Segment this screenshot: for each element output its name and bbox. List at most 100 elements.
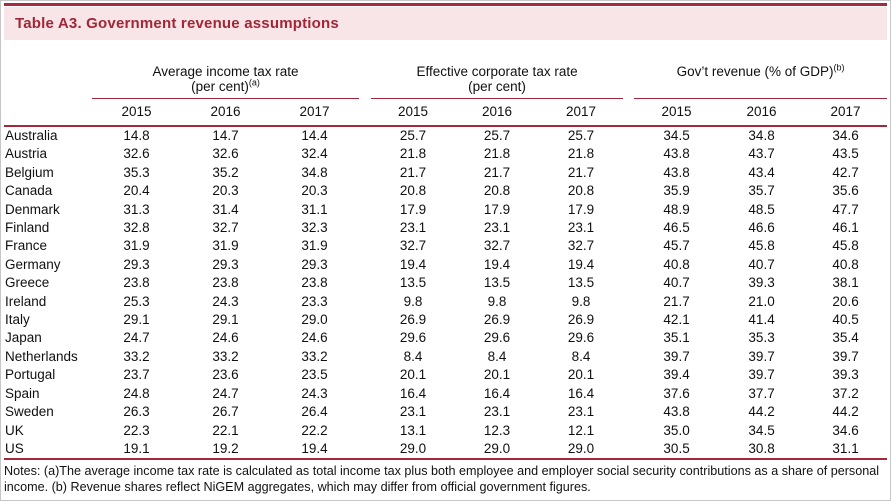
table-row: Spain 24.8 24.7 24.3 16.4 16.4 16.4 37.6 37.7 37.… xyxy=(4,385,887,403)
table-row: Ireland 25.3 24.3 23.3 9.8 9.8 9.8 21.7 21.0 20.6 xyxy=(4,293,887,311)
value-cell: 31.4 xyxy=(212,201,239,217)
table-row: Greece 23.8 23.8 23.8 13.5 13.5 13.5 40.7 39.3 38… xyxy=(4,274,887,292)
value-cell: 24.7 xyxy=(212,385,239,401)
value-cell: 43.8 xyxy=(663,404,690,420)
column-gap xyxy=(359,329,371,347)
value-cell: 23.8 xyxy=(301,275,328,291)
value-cell: 26.9 xyxy=(399,312,427,328)
value-cell: 32.6 xyxy=(123,146,150,162)
value-cell: 46.1 xyxy=(832,220,859,236)
column-gap xyxy=(623,439,635,461)
value-cell: 20.6 xyxy=(832,293,859,309)
country-label: Italy xyxy=(5,312,30,328)
column-gap xyxy=(623,366,634,384)
value-cell: 40.7 xyxy=(748,256,775,272)
value-cell: 9.8 xyxy=(487,293,507,309)
group-label-line1: Effective corporate tax rate xyxy=(416,63,578,79)
value-cell: 29.6 xyxy=(567,330,595,346)
value-cell: 32.7 xyxy=(212,220,239,236)
column-gap xyxy=(623,126,634,145)
column-gap xyxy=(623,164,634,182)
value-cell: 42.7 xyxy=(832,164,859,180)
value-cell: 35.9 xyxy=(663,183,690,199)
table-row: Finland 32.8 32.7 32.3 23.1 23.1 23.1 46.5 46.6 4… xyxy=(4,219,887,237)
value-cell: 35.3 xyxy=(748,330,775,346)
year-header: 2017 xyxy=(539,98,624,127)
value-cell: 26.9 xyxy=(483,312,511,328)
value-cell: 20.1 xyxy=(399,367,427,383)
value-cell: 34.5 xyxy=(748,422,775,438)
value-cell: 40.5 xyxy=(832,312,859,328)
column-gap xyxy=(359,201,371,219)
table-row: Portugal 23.7 23.6 23.5 20.1 20.1 20.1 39.4 39.7… xyxy=(4,366,887,384)
value-cell: 31.9 xyxy=(301,238,328,254)
value-cell: 17.9 xyxy=(483,201,511,217)
value-cell: 20.1 xyxy=(567,367,595,383)
column-gap xyxy=(623,385,634,403)
table-row: Australia 14.8 14.7 14.4 25.7 25.7 25.7 34.5 34.… xyxy=(4,126,887,145)
value-cell: 34.5 xyxy=(663,128,690,143)
value-cell: 17.9 xyxy=(567,201,595,217)
column-gap xyxy=(623,256,634,274)
country-label: Austria xyxy=(5,146,48,162)
value-cell: 30.8 xyxy=(719,439,805,461)
table-row: Canada 20.4 20.3 20.3 20.8 20.8 20.8 35.9 35.7 35… xyxy=(4,182,887,200)
value-cell: 14.7 xyxy=(212,128,239,143)
column-gap xyxy=(359,164,371,182)
column-gap xyxy=(623,182,634,200)
value-cell: 41.4 xyxy=(748,312,775,328)
value-cell: 26.4 xyxy=(301,404,328,420)
footnote-marker-a: (a) xyxy=(248,77,260,87)
value-cell: 25.3 xyxy=(123,293,150,309)
value-cell: 25.7 xyxy=(483,128,511,143)
value-cell: 23.6 xyxy=(212,367,239,383)
table-row: US 19.1 19.2 19.4 29.0 29.0 29.0 30.5 30.8 31.1 xyxy=(4,439,888,461)
value-cell: 20.1 xyxy=(483,367,511,383)
value-cell: 32.7 xyxy=(399,238,427,254)
table-row: Sweden 26.3 26.7 26.4 23.1 23.1 23.1 43.8 44.2 44… xyxy=(4,403,887,421)
value-cell: 45.8 xyxy=(832,238,859,254)
country-label: France xyxy=(5,238,48,254)
country-label: US xyxy=(4,439,92,461)
country-label: Netherlands xyxy=(5,348,78,364)
value-cell: 33.2 xyxy=(301,348,328,364)
value-cell: 34.6 xyxy=(832,128,859,143)
column-gap xyxy=(623,201,634,219)
group-label-line1: Average income tax rate xyxy=(152,63,299,79)
value-cell: 21.7 xyxy=(399,164,427,180)
country-label: Sweden xyxy=(5,404,54,420)
value-cell: 39.3 xyxy=(832,367,859,383)
value-cell: 29.0 xyxy=(371,439,456,461)
column-gap xyxy=(359,422,371,440)
value-cell: 24.8 xyxy=(123,385,150,401)
table-row: UK 22.3 22.1 22.2 13.1 12.3 12.1 35.0 34.5 34.6 xyxy=(4,422,887,440)
value-cell: 29.3 xyxy=(301,256,328,272)
value-cell: 32.6 xyxy=(212,146,239,162)
value-cell: 22.1 xyxy=(212,422,239,438)
value-cell: 19.4 xyxy=(270,439,360,461)
column-gap xyxy=(359,403,371,421)
group-label-line2: (per cent) xyxy=(468,78,526,94)
table-row: Austria 32.6 32.6 32.4 21.8 21.8 21.8 43.8 43.7 4… xyxy=(4,145,887,163)
value-cell: 48.9 xyxy=(663,201,690,217)
value-cell: 21.7 xyxy=(567,164,595,180)
corner-spacer xyxy=(4,98,92,127)
value-cell: 13.5 xyxy=(399,275,427,291)
value-cell: 32.4 xyxy=(301,146,328,162)
country-label: Spain xyxy=(5,385,40,401)
value-cell: 23.1 xyxy=(399,404,427,420)
value-cell: 32.8 xyxy=(123,220,150,236)
value-cell: 19.4 xyxy=(483,256,511,272)
value-cell: 31.1 xyxy=(301,201,328,217)
value-cell: 31.3 xyxy=(123,201,150,217)
country-label: Australia xyxy=(5,128,58,143)
value-cell: 14.8 xyxy=(123,128,150,143)
year-header: 2016 xyxy=(719,98,805,127)
column-gap xyxy=(359,237,371,255)
value-cell: 9.8 xyxy=(571,293,591,309)
value-cell: 39.7 xyxy=(748,367,775,383)
value-cell: 16.4 xyxy=(567,385,595,401)
group-header-corporate-tax: Effective corporate tax rate (per cent) xyxy=(371,40,624,99)
value-cell: 22.2 xyxy=(301,422,328,438)
